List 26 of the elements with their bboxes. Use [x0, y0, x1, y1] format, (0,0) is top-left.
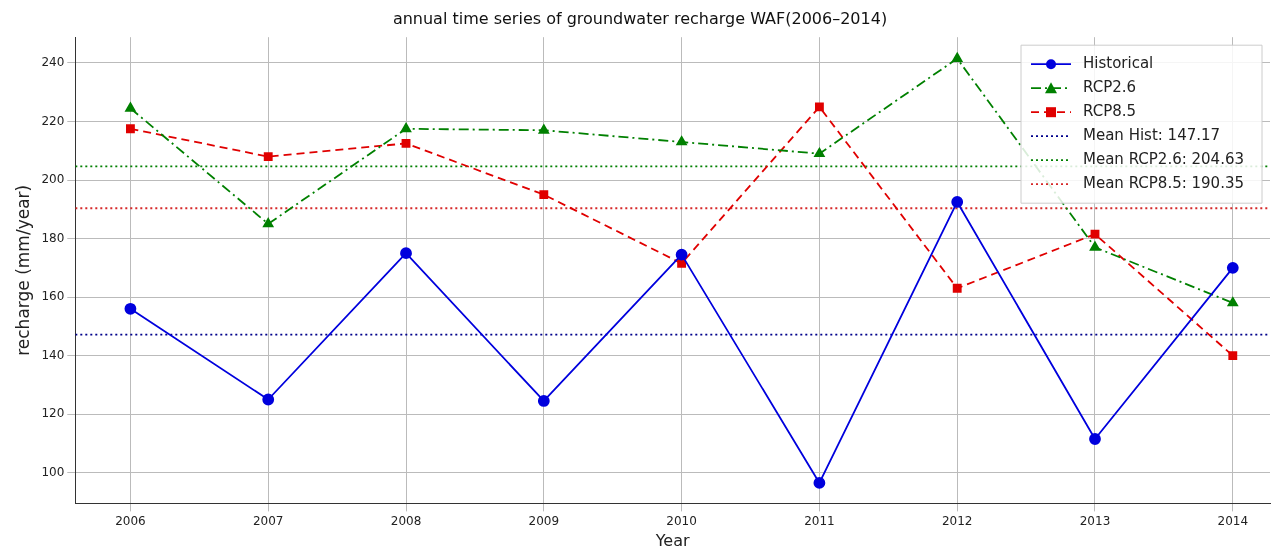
legend-label: RCP8.5: [1083, 102, 1137, 121]
chart-title: annual time series of groundwater recharge WAF(2006–2014): [392, 8, 888, 28]
x-tick-label: 2006: [115, 513, 146, 528]
x-tick-label: 2007: [252, 513, 284, 528]
y-tick-label: 220: [41, 113, 65, 128]
x-tick-label: 2012: [941, 513, 973, 528]
x-tick-label: 2008: [390, 513, 422, 528]
y-tick-label: 180: [41, 230, 65, 245]
y-tick-label: 240: [41, 55, 65, 70]
legend-label: RCP2.6: [1083, 78, 1137, 97]
y-tick-label: 200: [41, 172, 65, 187]
x-axis-title: Year: [654, 530, 691, 550]
x-tick-label: 2010: [666, 513, 697, 528]
y-axis-title: recharge (mm/year): [12, 184, 33, 356]
legend-label: Historical: [1083, 54, 1154, 73]
legend-label: Mean Hist: 147.17: [1083, 126, 1221, 145]
x-tick-label: 2014: [1217, 513, 1249, 528]
x-tick-label: 2011: [804, 513, 835, 528]
x-tick-label: 2009: [528, 513, 560, 528]
y-tick-label: 100: [41, 464, 65, 479]
ref-line-label: Mean RCP2.6: 204.63: [1083, 150, 1245, 169]
y-tick-label: 120: [41, 406, 65, 421]
y-tick-label: 140: [41, 347, 65, 362]
y-tick-label: 160: [41, 289, 65, 304]
legend-label: Mean RCP8.5: 190.35: [1083, 174, 1245, 193]
x-tick-label: 2013: [1079, 513, 1111, 528]
